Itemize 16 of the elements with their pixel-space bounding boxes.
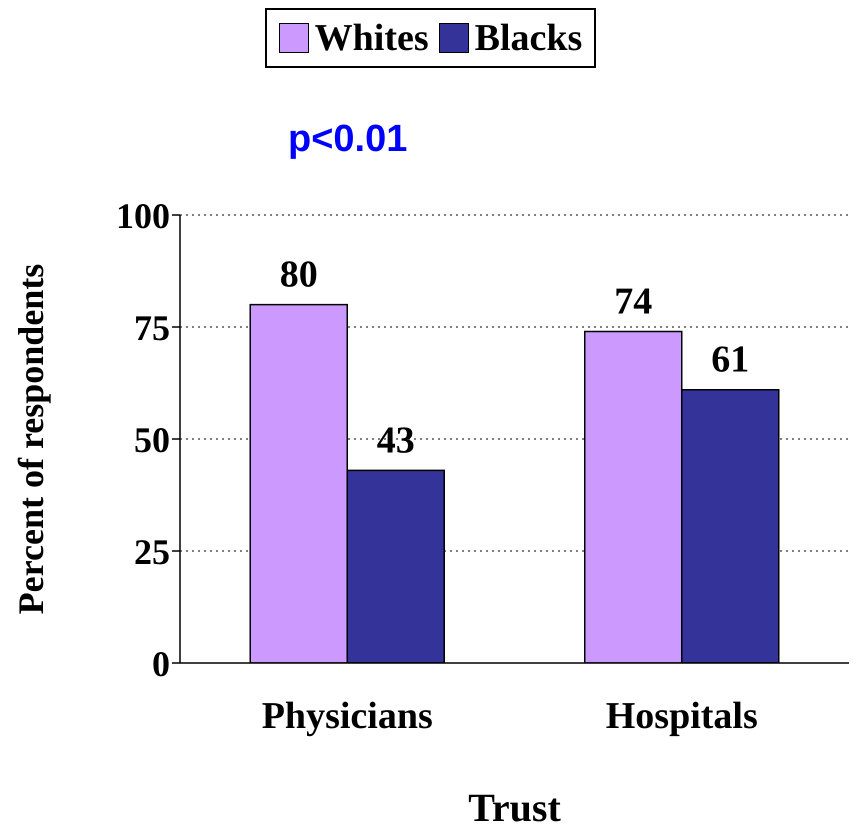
x-tick-label: Hospitals xyxy=(606,694,758,737)
data-label: 74 xyxy=(614,280,652,322)
data-label: 43 xyxy=(376,419,415,462)
text: p<0.01 xyxy=(288,118,408,161)
y-tick-label: 75 xyxy=(134,308,170,348)
x-tick-label: Physicians xyxy=(262,694,433,737)
y-tick-label: 50 xyxy=(134,420,170,460)
y-axis-title: Percent of respondents xyxy=(10,264,51,614)
data-label: 80 xyxy=(280,254,318,296)
legend-label: Whites xyxy=(314,16,429,60)
x-axis-title: Trust xyxy=(468,785,562,829)
y-tick-label: 0 xyxy=(152,644,170,684)
y-tick-label: 100 xyxy=(116,196,170,236)
legend-label: Blacks xyxy=(474,16,582,60)
y-tick-label: 25 xyxy=(134,532,170,572)
data-label: 61 xyxy=(711,338,750,381)
